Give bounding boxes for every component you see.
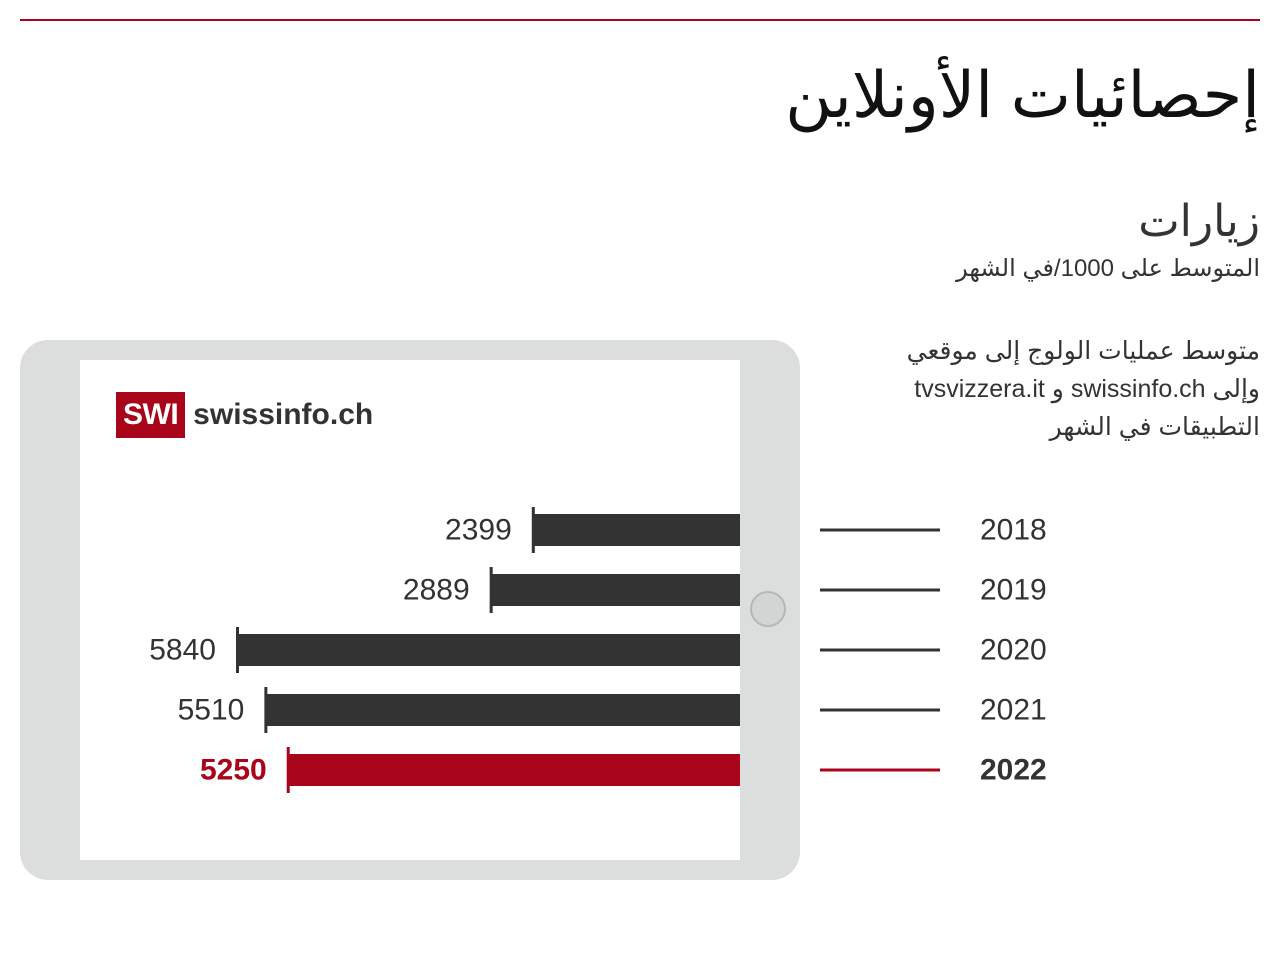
chart-subtitle: زيارات bbox=[1138, 197, 1260, 246]
swi-logo: SWI swissinfo.ch bbox=[116, 392, 373, 438]
legend-line bbox=[820, 588, 940, 592]
legend-line bbox=[820, 768, 940, 772]
category-label: 2019 bbox=[980, 574, 1047, 607]
page-title: إحصائيات الأونلاين bbox=[785, 59, 1260, 131]
description: متوسط عمليات الولوج إلى موقعي وإلى swiss… bbox=[820, 332, 1260, 446]
legend-line bbox=[820, 648, 940, 652]
legend-line bbox=[820, 528, 940, 532]
tablet-home-button bbox=[750, 591, 786, 627]
category-label: 2022 bbox=[980, 754, 1047, 787]
logo-text: swissinfo.ch bbox=[193, 398, 374, 431]
tablet-frame: SWI swissinfo.ch bbox=[20, 340, 800, 880]
description-line: متوسط عمليات الولوج إلى موقعي bbox=[906, 337, 1260, 365]
tablet-screen: SWI swissinfo.ch bbox=[80, 360, 740, 860]
category-label: 2020 bbox=[980, 634, 1047, 667]
top-rule bbox=[20, 19, 1260, 21]
category-label: 2018 bbox=[980, 514, 1047, 547]
legend-line bbox=[820, 708, 940, 712]
description-line: التطبيقات في الشهر bbox=[1049, 413, 1260, 441]
description-line: وإلى swissinfo.ch و tvsvizzera.it bbox=[914, 375, 1260, 403]
unit-note: المتوسط على 1000/في الشهر bbox=[956, 255, 1260, 282]
logo-badge: SWI bbox=[116, 392, 186, 438]
category-label: 2021 bbox=[980, 694, 1047, 727]
